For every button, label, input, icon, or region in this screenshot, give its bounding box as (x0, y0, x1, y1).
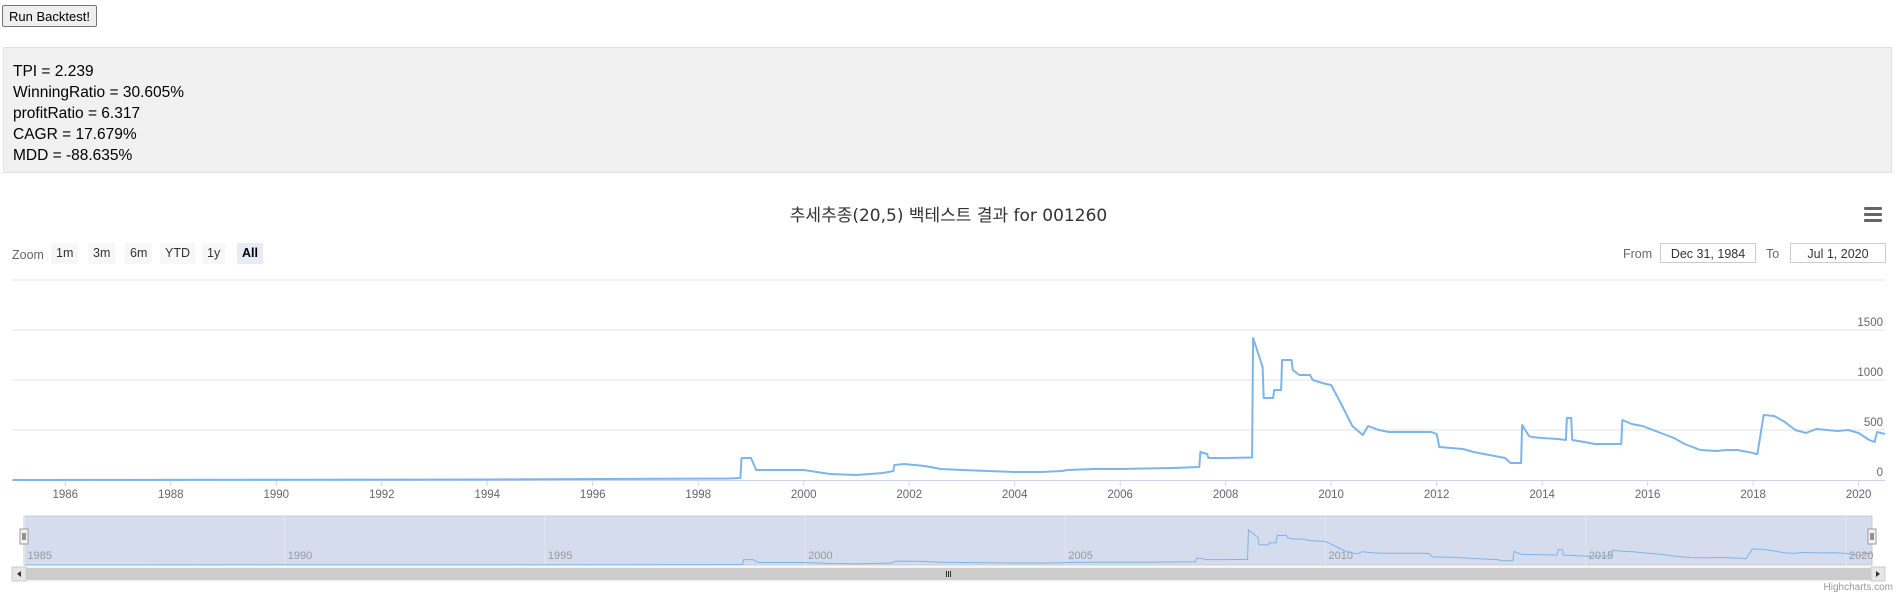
y-tick-label: 1500 (1857, 317, 1883, 329)
x-tick-label: 1998 (685, 489, 711, 501)
chart-svg: 0 500 1000 1500 1986 1988 1990 1992 1994 1996 1998… (11, 279, 1886, 582)
navigator-tick-label: 2000 (808, 550, 832, 562)
x-tick-label: 2018 (1740, 489, 1766, 501)
x-tick-label: 2008 (1213, 489, 1239, 501)
x-tick-label: 2000 (791, 489, 817, 501)
x-tick-label: 1986 (52, 489, 78, 501)
x-tick-label: 2012 (1424, 489, 1450, 501)
x-tick-label: 2010 (1318, 489, 1344, 501)
y-tick-label: 0 (1877, 467, 1883, 479)
backtest-stats-panel: TPI = 2.239 WinningRatio = 30.605% profi… (3, 47, 1892, 173)
x-tick-label: 1996 (580, 489, 606, 501)
stat-winning-ratio: WinningRatio = 30.605% (13, 84, 185, 101)
stat-cagr: CAGR = 17.679% (13, 126, 137, 143)
from-date-input[interactable]: Dec 31, 1984 (1660, 243, 1756, 263)
stock-chart: 0 500 1000 1500 1986 1988 1990 1992 1994 1996 1998… (0, 180, 1897, 597)
x-tick-label: 1994 (474, 489, 500, 501)
to-label: To (1766, 247, 1780, 261)
stat-profit-ratio: profitRatio = 6.317 (13, 105, 141, 122)
navigator-tick-label: 2005 (1068, 550, 1092, 562)
navigator-mask (23, 515, 1873, 566)
zoom-label: Zoom (12, 248, 44, 262)
highcharts-credits: Highcharts.com (1823, 582, 1893, 593)
zoom-3m-button[interactable]: 3m (88, 243, 116, 264)
navigator-tick-label: 1990 (288, 550, 312, 562)
x-tick-label: 2014 (1529, 489, 1555, 501)
navigator-handle (19, 528, 29, 545)
series-line (12, 337, 1886, 481)
navigator-tick-label: 1985 (28, 550, 52, 562)
to-date-input[interactable]: Jul 1, 2020 (1790, 243, 1886, 263)
stat-tpi: TPI = 2.239 (13, 63, 94, 80)
zoom-1m-button[interactable]: 1m (51, 243, 79, 264)
from-label: From (1623, 247, 1653, 261)
scrollbar-left-arrow-icon (17, 571, 21, 577)
x-tick-label: 2002 (896, 489, 922, 501)
navigator-series-line (24, 529, 1873, 566)
chart-title: 추세추종(20,5) 백테스트 결과 for 001260 (789, 206, 1108, 226)
run-backtest-button[interactable]: Run Backtest! (2, 5, 97, 27)
x-tick-label: 2004 (1002, 489, 1028, 501)
navigator-handle (1867, 528, 1877, 545)
x-tick-label: 1992 (369, 489, 395, 501)
x-tick-label: 2006 (1107, 489, 1133, 501)
navigator-tick-label: 1995 (548, 550, 572, 562)
hamburger-menu-icon[interactable] (1864, 207, 1882, 223)
y-tick-label: 500 (1864, 417, 1883, 429)
zoom-6m-button[interactable]: 6m (125, 243, 153, 264)
y-tick-label: 1000 (1857, 367, 1883, 379)
zoom-1y-button[interactable]: 1y (202, 243, 226, 264)
zoom-ytd-button[interactable]: YTD (160, 243, 195, 264)
navigator-tick-label: 2010 (1329, 550, 1353, 562)
x-tick-label: 2020 (1846, 489, 1872, 501)
x-tick-label: 2016 (1635, 489, 1661, 501)
zoom-all-button[interactable]: All (237, 243, 263, 264)
scrollbar-right-arrow-icon (1876, 571, 1880, 577)
x-tick-label: 1990 (263, 489, 289, 501)
stat-mdd: MDD = -88.635% (13, 147, 133, 164)
x-tick-label: 1988 (158, 489, 184, 501)
